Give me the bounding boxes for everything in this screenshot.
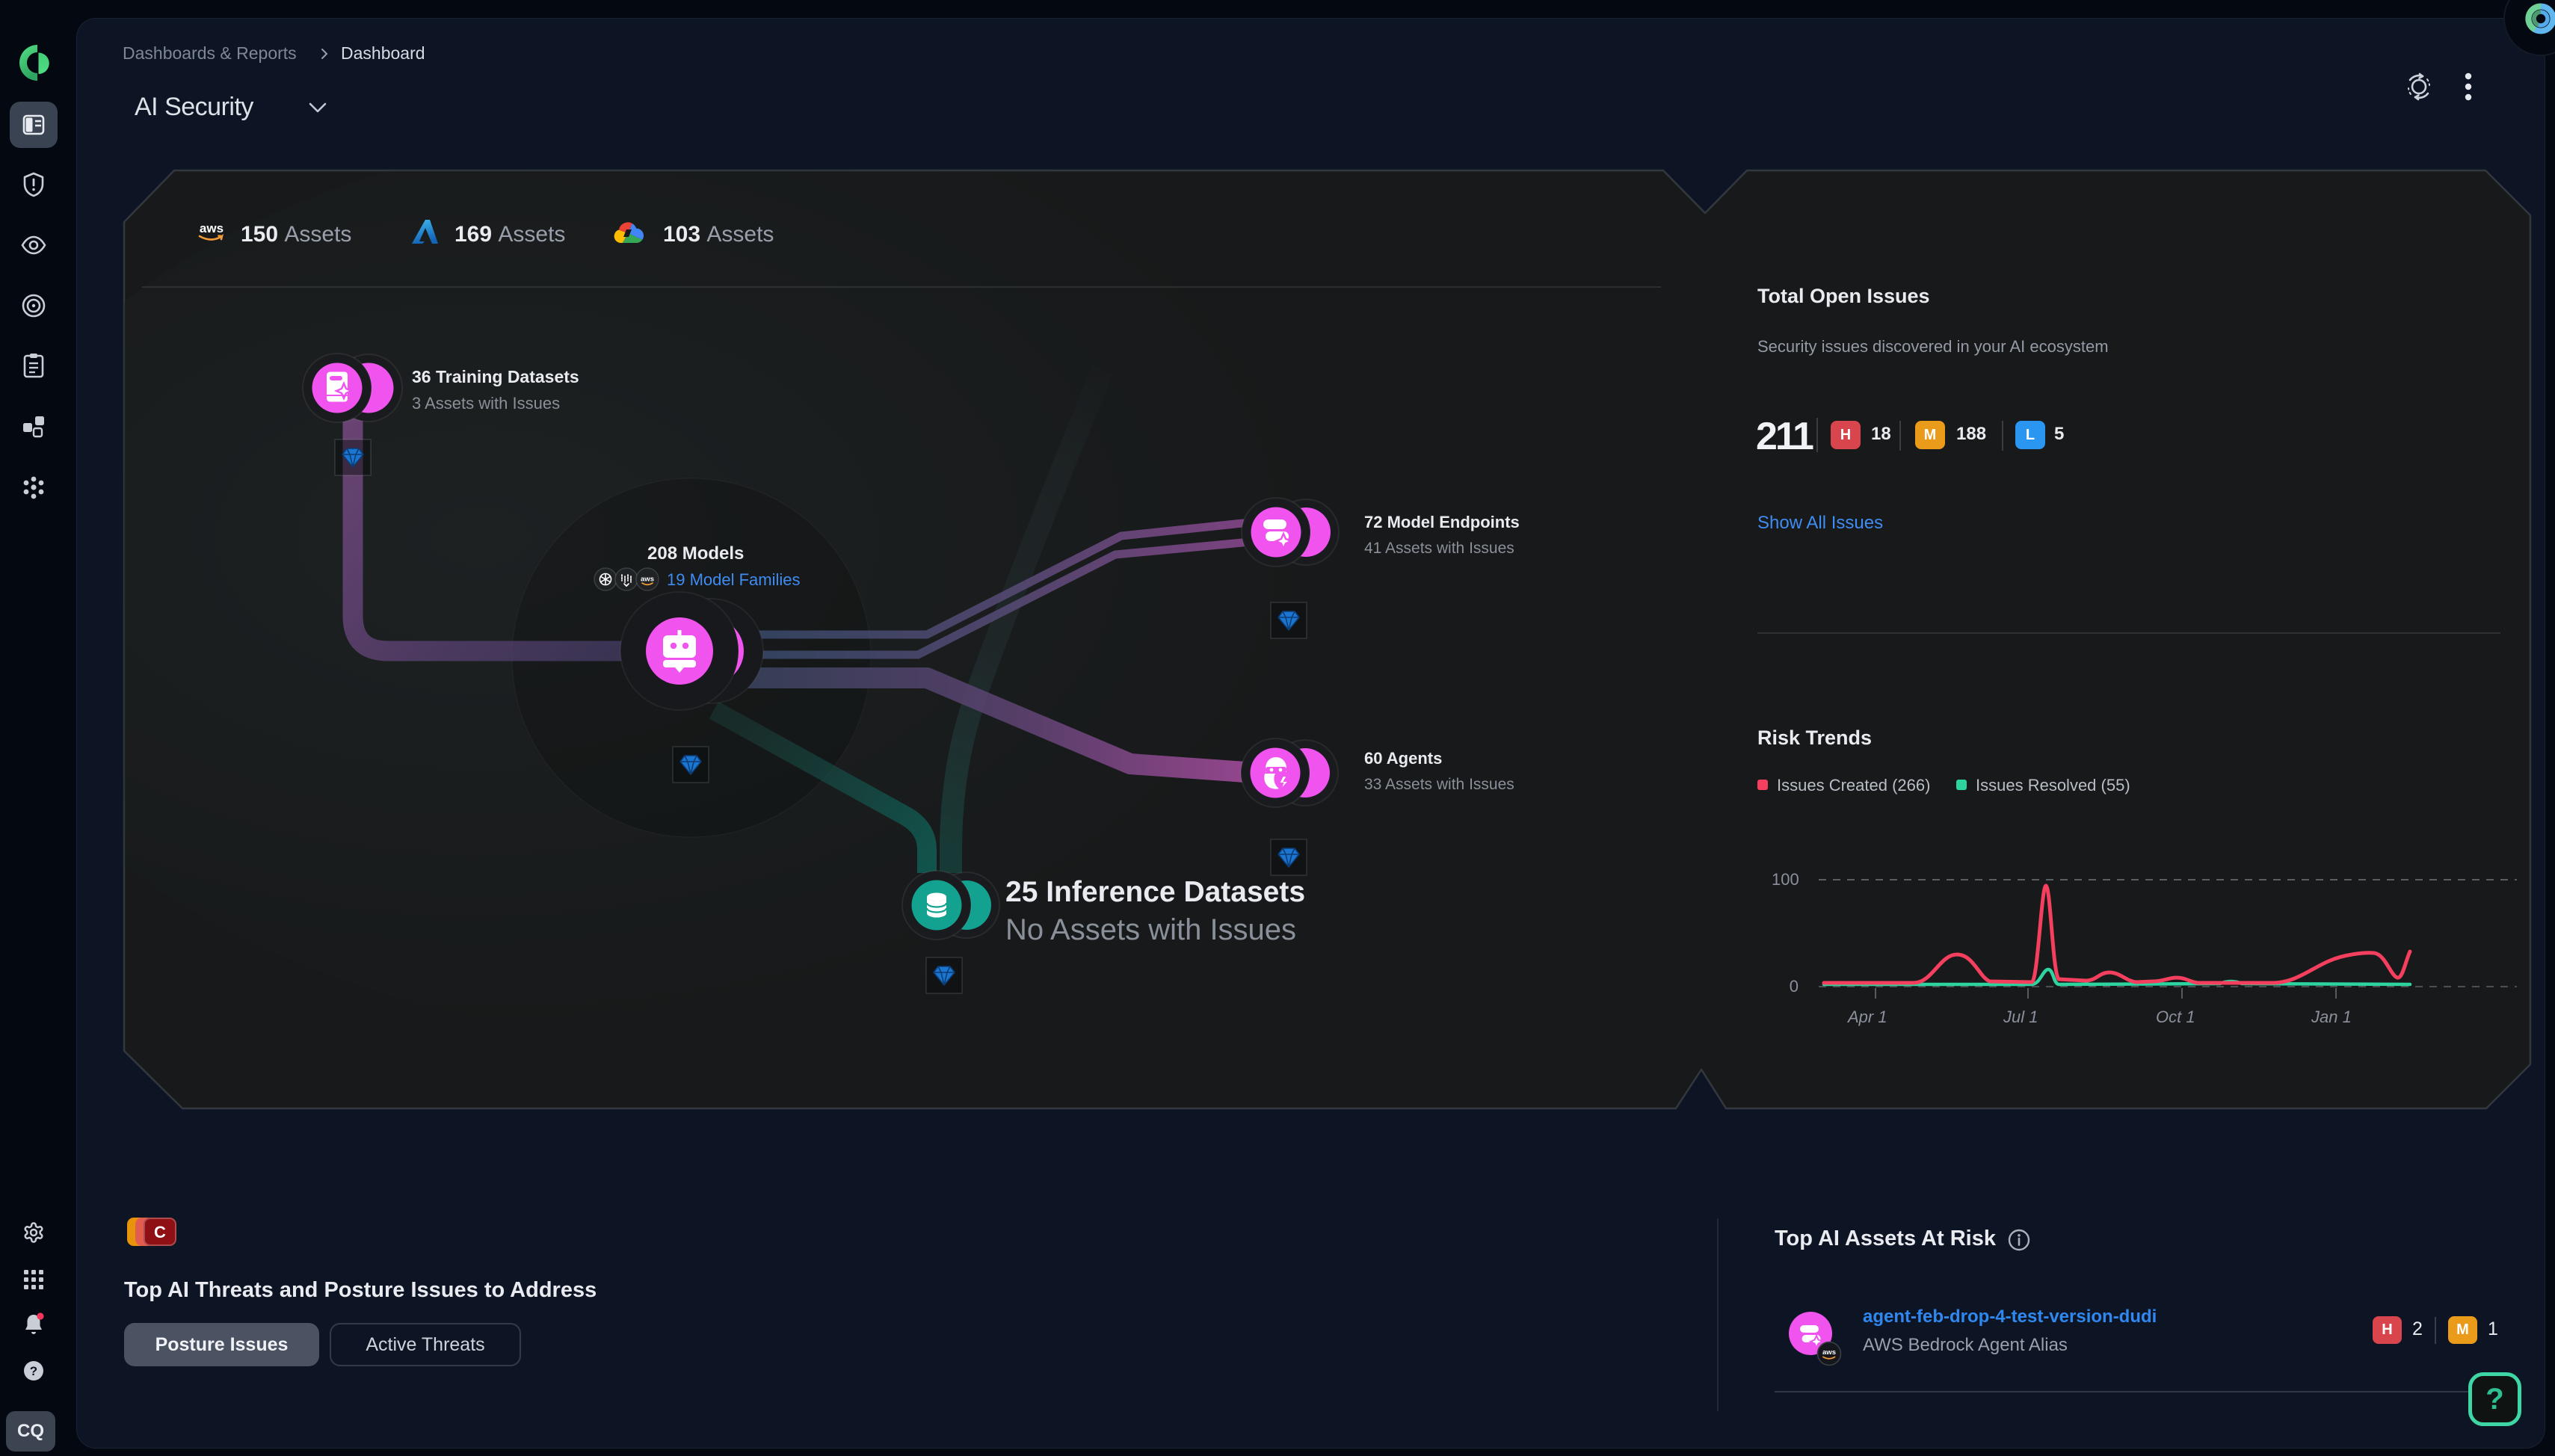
svg-text:aws: aws <box>641 576 654 584</box>
svg-text:?: ? <box>30 1364 37 1378</box>
svg-text:aws: aws <box>1822 1348 1836 1357</box>
svg-text:aws: aws <box>200 221 224 235</box>
